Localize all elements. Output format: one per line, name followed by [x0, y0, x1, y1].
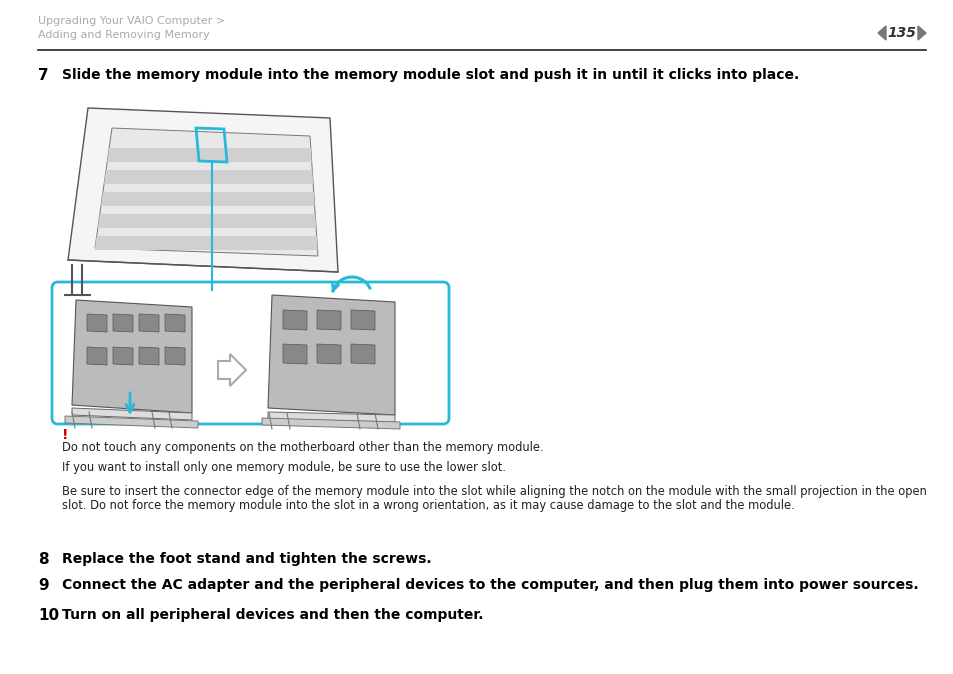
Text: Upgrading Your VAIO Computer >: Upgrading Your VAIO Computer >: [38, 16, 225, 26]
Polygon shape: [71, 408, 192, 420]
Text: slot. Do not force the memory module into the slot in a wrong orientation, as it: slot. Do not force the memory module int…: [62, 499, 794, 512]
Text: 10: 10: [38, 608, 59, 623]
Polygon shape: [877, 26, 885, 40]
Polygon shape: [65, 416, 198, 428]
Polygon shape: [268, 412, 395, 422]
Polygon shape: [112, 314, 132, 332]
Text: If you want to install only one memory module, be sure to use the lower slot.: If you want to install only one memory m…: [62, 461, 505, 474]
Polygon shape: [112, 347, 132, 365]
Polygon shape: [71, 300, 192, 413]
Text: Do not touch any components on the motherboard other than the memory module.: Do not touch any components on the mothe…: [62, 441, 543, 454]
Polygon shape: [283, 344, 307, 364]
Polygon shape: [95, 128, 317, 256]
Text: Be sure to insert the connector edge of the memory module into the slot while al: Be sure to insert the connector edge of …: [62, 485, 926, 498]
Polygon shape: [104, 170, 313, 184]
Polygon shape: [218, 354, 246, 386]
Text: 8: 8: [38, 552, 49, 567]
Polygon shape: [262, 418, 399, 429]
Polygon shape: [165, 347, 185, 365]
Text: Adding and Removing Memory: Adding and Removing Memory: [38, 30, 210, 40]
Text: 9: 9: [38, 578, 49, 593]
Polygon shape: [139, 347, 159, 365]
Polygon shape: [351, 310, 375, 330]
Text: Connect the AC adapter and the peripheral devices to the computer, and then plug: Connect the AC adapter and the periphera…: [62, 578, 918, 592]
Polygon shape: [94, 236, 317, 250]
Polygon shape: [107, 148, 312, 162]
Text: 135: 135: [886, 26, 916, 40]
Polygon shape: [98, 214, 315, 228]
Polygon shape: [101, 192, 314, 206]
Text: Replace the foot stand and tighten the screws.: Replace the foot stand and tighten the s…: [62, 552, 431, 566]
Polygon shape: [87, 314, 107, 332]
Polygon shape: [316, 310, 340, 330]
Text: !: !: [62, 428, 69, 442]
Polygon shape: [316, 344, 340, 364]
Text: Slide the memory module into the memory module slot and push it in until it clic: Slide the memory module into the memory …: [62, 68, 799, 82]
Polygon shape: [283, 310, 307, 330]
Text: Turn on all peripheral devices and then the computer.: Turn on all peripheral devices and then …: [62, 608, 483, 622]
FancyBboxPatch shape: [52, 282, 449, 424]
Text: 7: 7: [38, 68, 49, 83]
Polygon shape: [268, 295, 395, 415]
Polygon shape: [917, 26, 925, 40]
Polygon shape: [351, 344, 375, 364]
Polygon shape: [87, 347, 107, 365]
Polygon shape: [68, 108, 337, 272]
Polygon shape: [165, 314, 185, 332]
Polygon shape: [139, 314, 159, 332]
